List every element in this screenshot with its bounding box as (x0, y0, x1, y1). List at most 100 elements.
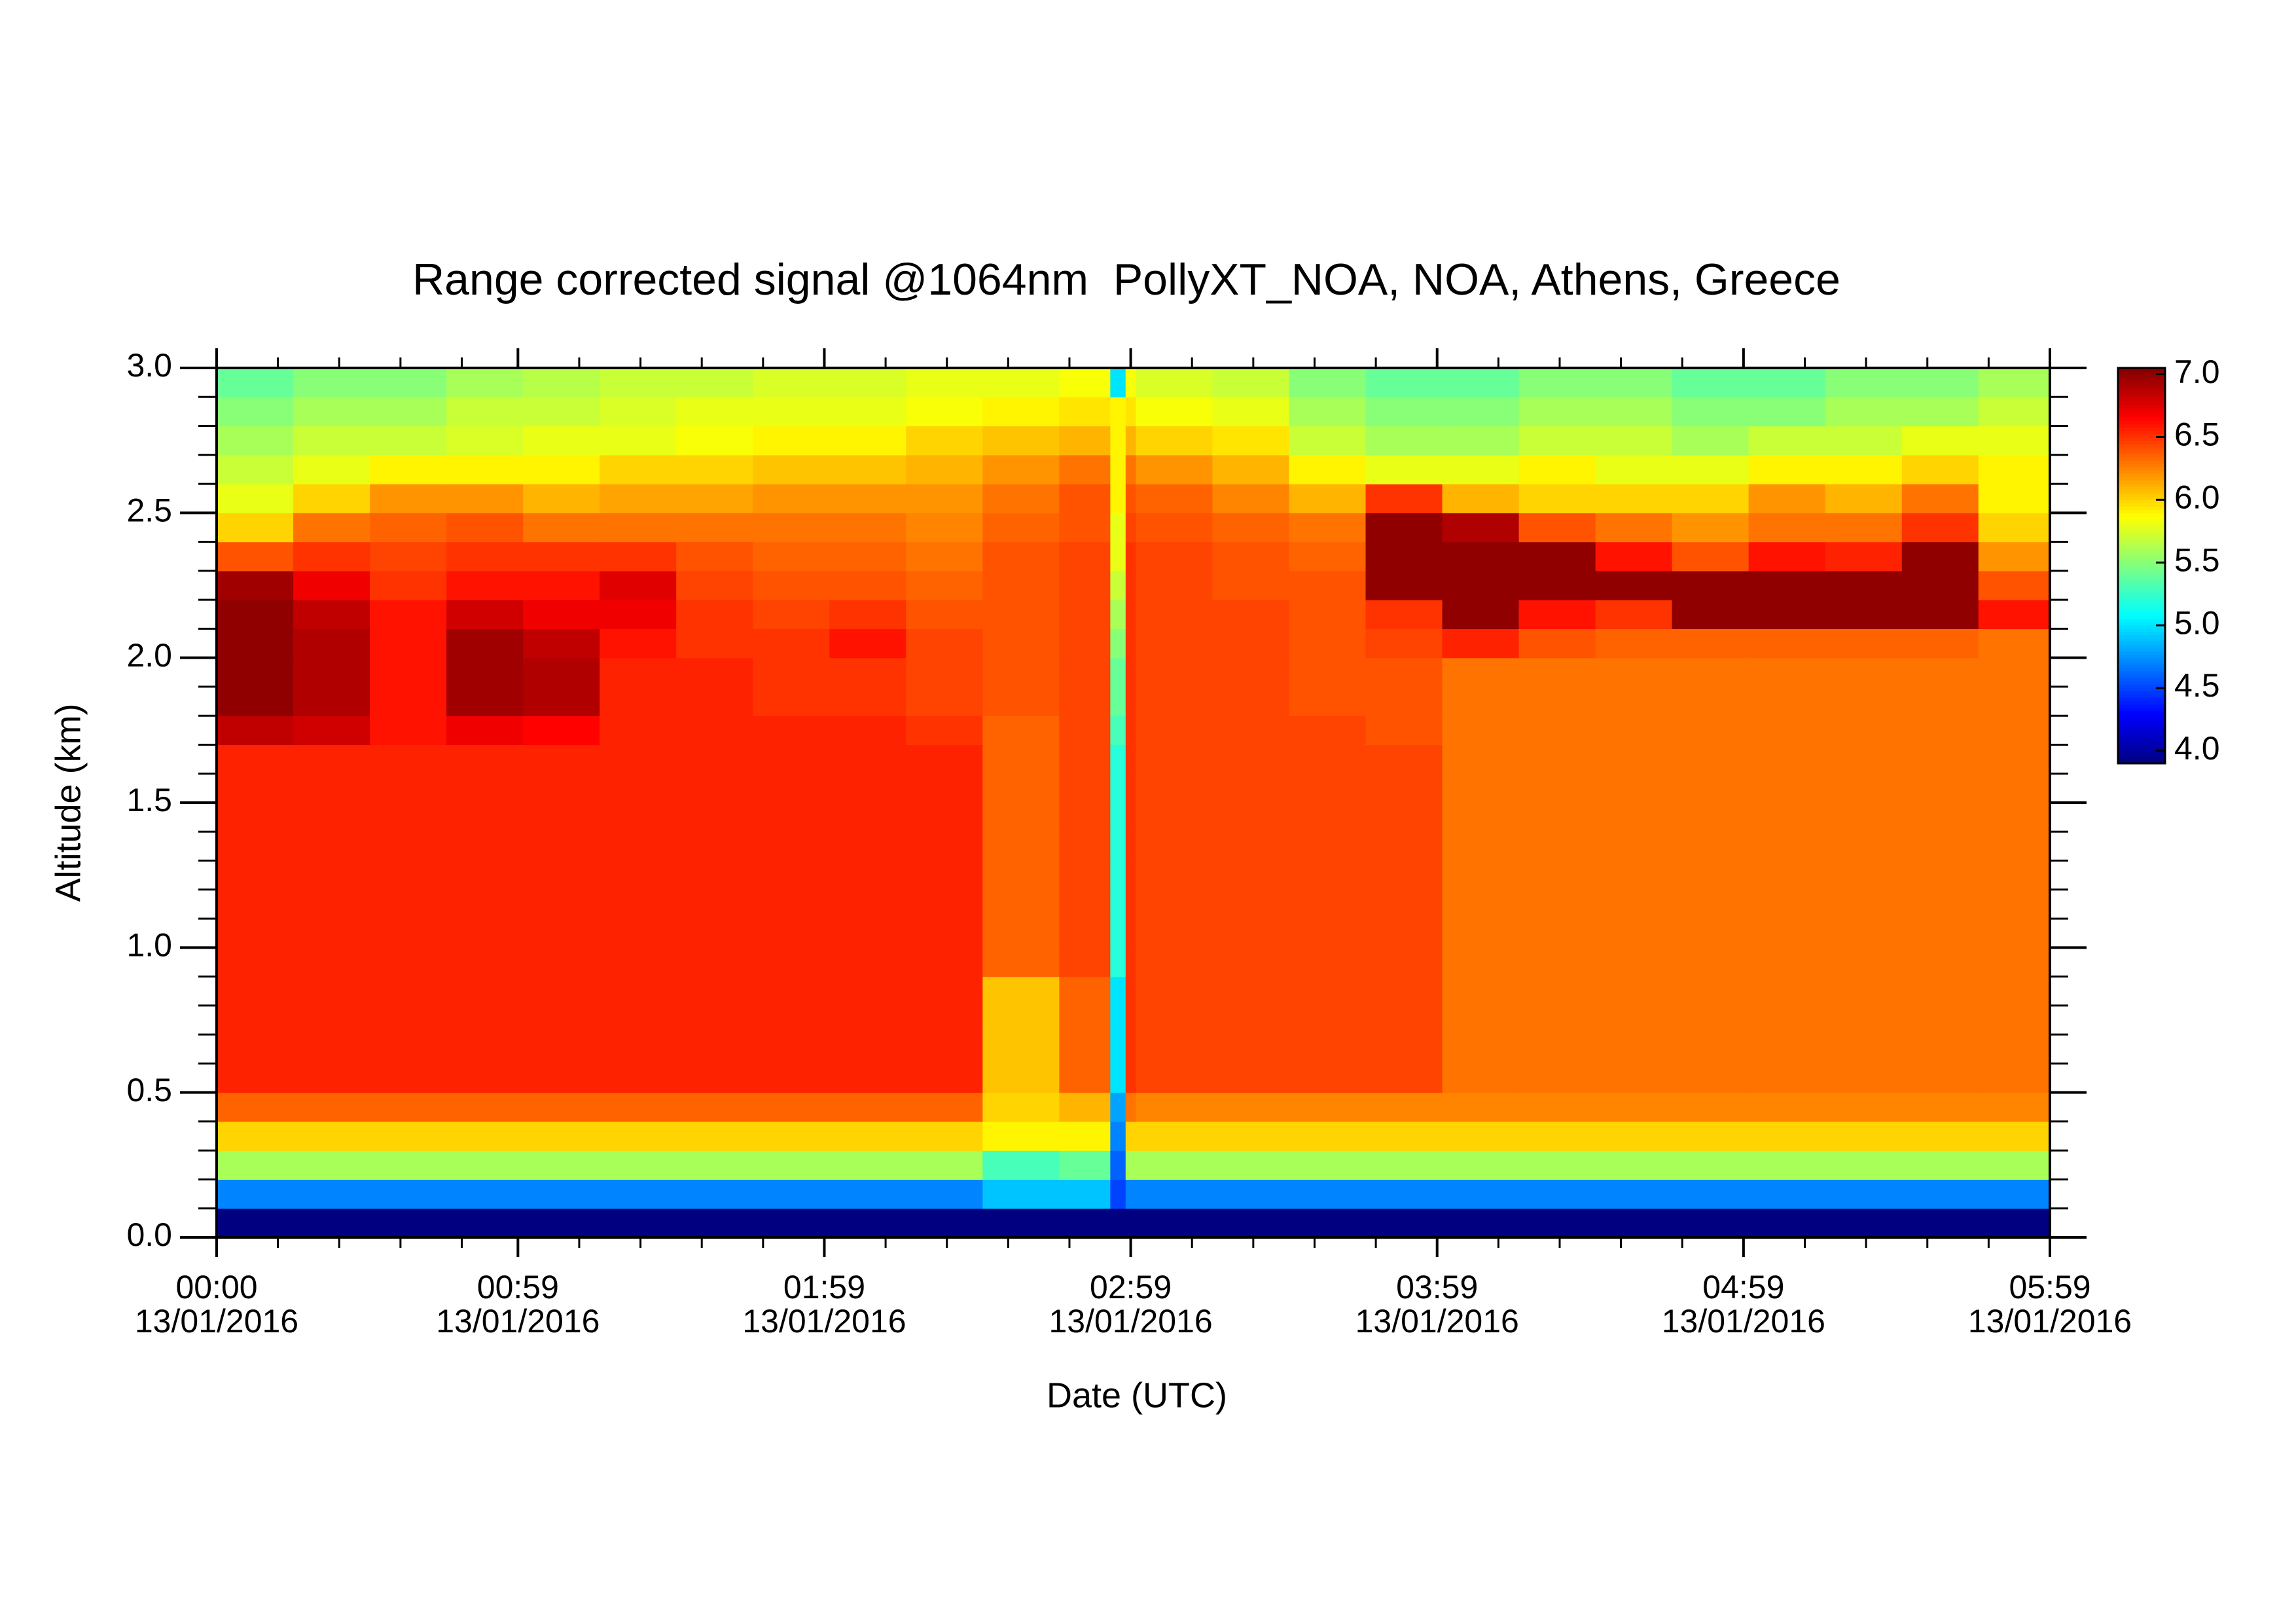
heatmap-cell (1136, 513, 1213, 543)
colorbar-step (2118, 569, 2165, 573)
heatmap-cell (906, 570, 983, 600)
heatmap-cell (1672, 919, 1749, 948)
heatmap-cell (676, 744, 753, 775)
heatmap-cell (829, 600, 906, 629)
heatmap-cell (1059, 860, 1111, 890)
heatmap-cell (829, 831, 906, 862)
heatmap-cell (1289, 686, 1367, 716)
heatmap-cell (1518, 570, 1596, 600)
heatmap-cell (1978, 889, 2051, 919)
heatmap-cell (1125, 541, 1137, 572)
colorbar-step (2118, 519, 2165, 524)
heatmap-cell (753, 368, 830, 397)
heatmap-cell (370, 1121, 447, 1151)
heatmap-cell (1442, 889, 1520, 919)
heatmap-cell (1672, 484, 1749, 513)
heatmap-cell (370, 1005, 447, 1035)
colorbar-step (2118, 545, 2165, 550)
colorbar-step (2118, 701, 2165, 704)
heatmap-cell (600, 629, 677, 659)
heatmap-cell (293, 513, 370, 543)
heatmap-cell (293, 860, 370, 890)
heatmap-cell (1978, 484, 2051, 513)
heatmap-cell (982, 1092, 1060, 1122)
heatmap-cell (1289, 1063, 1367, 1093)
heatmap-cell (1212, 657, 1290, 687)
heatmap-cell (1595, 629, 1673, 659)
heatmap-cell (1365, 744, 1443, 775)
heatmap-cell (1518, 426, 1596, 456)
heatmap-cell (1748, 919, 1826, 948)
colorbar-step (2118, 671, 2165, 675)
heatmap-cell (906, 716, 983, 746)
heatmap-cell (1125, 397, 1137, 427)
heatmap-cell (1748, 1150, 1826, 1180)
heatmap-cell (829, 1208, 906, 1238)
heatmap-cell (1136, 454, 1213, 484)
heatmap-cell (1442, 1121, 1520, 1151)
heatmap-cell (1595, 803, 1673, 832)
heatmap-cell (217, 773, 294, 803)
heatmap-cell (1518, 919, 1596, 948)
heatmap-cell (217, 889, 294, 919)
heatmap-cell (1901, 803, 1979, 832)
colorbar-step (2118, 723, 2165, 728)
heatmap-cell (1110, 773, 1126, 803)
heatmap-cell (1059, 1005, 1111, 1035)
heatmap-cell (753, 1121, 830, 1151)
heatmap-cell (753, 629, 830, 659)
heatmap-cell (1212, 570, 1290, 600)
heatmap-cell (1825, 1034, 1903, 1064)
heatmap-cell (829, 1005, 906, 1035)
heatmap-cell (1110, 1208, 1126, 1238)
heatmap-cell (1212, 600, 1290, 629)
heatmap-cell (1748, 831, 1826, 862)
heatmap-cell (1825, 716, 1903, 746)
colorbar-step (2118, 694, 2165, 698)
heatmap-cell (1595, 513, 1673, 543)
heatmap-cell (753, 454, 830, 484)
heatmap-cell (1212, 919, 1290, 948)
heatmap-cell (1212, 831, 1290, 862)
heatmap-cell (753, 919, 830, 948)
heatmap-cell (829, 1034, 906, 1064)
heatmap-cell (1136, 744, 1213, 775)
heatmap-cell (1595, 570, 1673, 600)
heatmap-cell (676, 426, 753, 456)
heatmap-cell (600, 889, 677, 919)
heatmap-cell (523, 1150, 600, 1180)
heatmap-cell (1748, 1121, 1826, 1151)
heatmap-cell (1125, 1092, 1137, 1122)
heatmap-cell (1110, 484, 1126, 513)
colorbar-step (2118, 608, 2165, 613)
heatmap-cell (1110, 570, 1126, 600)
heatmap-cell (1125, 947, 1137, 977)
heatmap-cell (1136, 947, 1213, 977)
heatmap-cell (1978, 629, 2051, 659)
heatmap-cell (1748, 860, 1826, 890)
heatmap-cell (1059, 629, 1111, 659)
heatmap-cell (523, 454, 600, 484)
heatmap-cell (1595, 454, 1673, 484)
heatmap-cell (1365, 1092, 1443, 1122)
colorbar-step (2118, 503, 2165, 507)
colorbar-step (2118, 450, 2165, 454)
heatmap-cell (217, 947, 294, 977)
heatmap-cell (1125, 1121, 1137, 1151)
heatmap-cell (1825, 1121, 1903, 1151)
heatmap-cell (1365, 860, 1443, 890)
heatmap-cell (370, 541, 447, 572)
colorbar-step (2118, 717, 2165, 721)
heatmap-cell (1289, 397, 1367, 427)
heatmap-cell (600, 368, 677, 397)
heatmap-cell (1672, 600, 1749, 629)
heatmap-cell (370, 773, 447, 803)
heatmap-cell (1672, 976, 1749, 1006)
heatmap-cell (217, 831, 294, 862)
heatmap-cell (446, 744, 524, 775)
heatmap-cell (982, 484, 1060, 513)
heatmap-cell (1125, 716, 1137, 746)
heatmap-cell (446, 1179, 524, 1209)
colorbar-step (2118, 756, 2165, 761)
heatmap-cell (1978, 368, 2051, 397)
